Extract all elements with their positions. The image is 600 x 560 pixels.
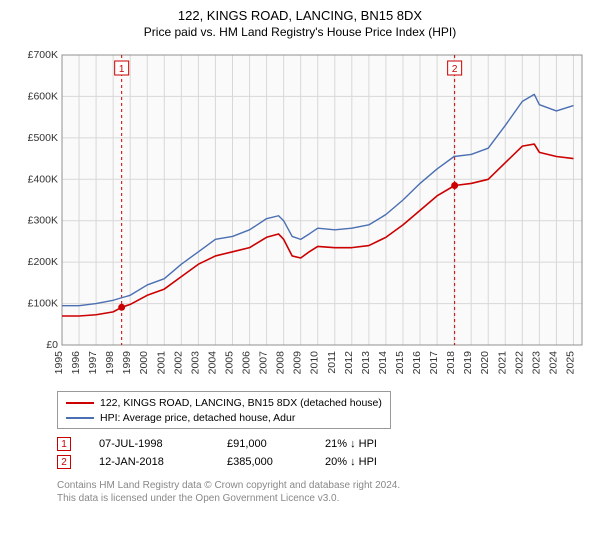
svg-text:£700K: £700K [28,49,58,61]
svg-text:2021: 2021 [496,351,508,375]
svg-text:£400K: £400K [28,173,58,185]
marker-price: £385,000 [227,456,297,468]
marker-table: 1 07-JUL-1998 £91,000 21% ↓ HPI 2 12-JAN-2018… [57,435,588,471]
svg-text:2012: 2012 [343,351,355,375]
footnote-line: This data is licensed under the Open Gov… [57,492,588,505]
legend-label: HPI: Average price, detached house, Adur [100,412,295,424]
svg-text:2023: 2023 [530,351,542,375]
chart-subtitle: Price paid vs. HM Land Registry's House … [12,25,588,39]
svg-text:2017: 2017 [428,351,440,375]
svg-text:2009: 2009 [292,351,304,375]
marker-id-box: 1 [57,437,71,451]
svg-text:2005: 2005 [223,351,235,375]
chart-plot-area: £0 £100K £200K £300K £400K £500K £600K £700K 199… [12,47,588,387]
svg-text:2019: 2019 [462,351,474,375]
marker-row: 2 12-JAN-2018 £385,000 20% ↓ HPI [57,453,588,471]
svg-text:2: 2 [452,64,458,75]
svg-text:£500K: £500K [28,132,58,144]
legend-swatch [66,417,94,419]
svg-text:2011: 2011 [326,351,338,374]
svg-text:1997: 1997 [87,351,99,375]
svg-text:2013: 2013 [360,351,372,375]
svg-text:£600K: £600K [28,90,58,102]
svg-text:2024: 2024 [547,351,559,375]
svg-text:2001: 2001 [155,351,167,375]
legend-label: 122, KINGS ROAD, LANCING, BN15 8DX (deta… [100,397,382,409]
svg-text:2003: 2003 [189,351,201,375]
svg-text:£300K: £300K [28,215,58,227]
legend-box: 122, KINGS ROAD, LANCING, BN15 8DX (deta… [57,391,391,429]
marker-date: 12-JAN-2018 [99,456,199,468]
footnote: Contains HM Land Registry data © Crown c… [57,479,588,505]
svg-text:2004: 2004 [206,351,218,375]
svg-text:2002: 2002 [172,351,184,375]
footnote-line: Contains HM Land Registry data © Crown c… [57,479,588,492]
line-chart-svg: £0 £100K £200K £300K £400K £500K £600K £700K 199… [12,47,588,387]
svg-text:1995: 1995 [53,351,65,375]
chart-container: 122, KINGS ROAD, LANCING, BN15 8DX Price… [0,0,600,560]
svg-text:2016: 2016 [411,351,423,375]
svg-text:2025: 2025 [564,351,576,375]
legend-swatch [66,402,94,404]
marker-price: £91,000 [227,438,297,450]
svg-text:2015: 2015 [394,351,406,375]
svg-text:£100K: £100K [28,298,58,310]
svg-text:2020: 2020 [479,351,491,375]
svg-text:1: 1 [119,64,125,75]
marker-pct: 20% ↓ HPI [325,456,415,468]
svg-text:1999: 1999 [121,351,133,375]
svg-text:2007: 2007 [258,351,270,375]
svg-text:2008: 2008 [275,351,287,375]
chart-title: 122, KINGS ROAD, LANCING, BN15 8DX [12,8,588,23]
legend-item: HPI: Average price, detached house, Adur [66,410,382,425]
marker-id-box: 2 [57,455,71,469]
svg-text:£200K: £200K [28,256,58,268]
marker-pct: 21% ↓ HPI [325,438,415,450]
svg-text:2014: 2014 [377,351,389,375]
svg-text:2000: 2000 [138,351,150,375]
svg-text:2006: 2006 [241,351,253,375]
marker-row: 1 07-JUL-1998 £91,000 21% ↓ HPI [57,435,588,453]
marker-date: 07-JUL-1998 [99,438,199,450]
svg-text:2022: 2022 [513,351,525,375]
svg-text:1998: 1998 [104,351,116,375]
svg-text:2018: 2018 [445,351,457,375]
svg-text:£0: £0 [46,339,58,351]
svg-text:1996: 1996 [70,351,82,375]
legend-item: 122, KINGS ROAD, LANCING, BN15 8DX (deta… [66,395,382,410]
svg-text:2010: 2010 [309,351,321,375]
